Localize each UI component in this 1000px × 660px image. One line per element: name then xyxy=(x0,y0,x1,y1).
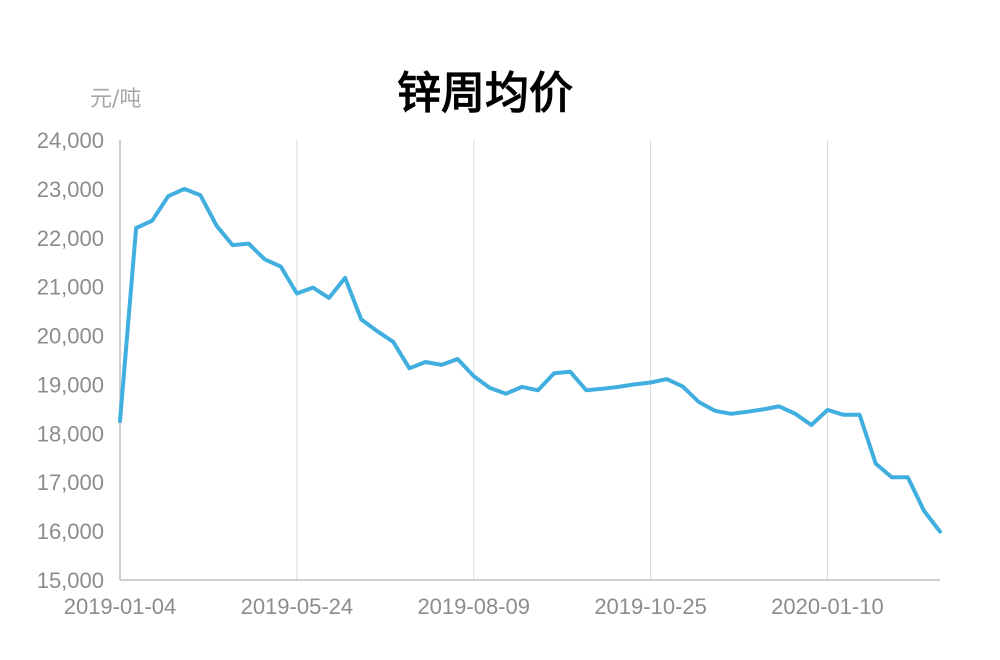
y-tick-label: 23,000 xyxy=(37,177,104,202)
y-tick-label: 18,000 xyxy=(37,421,104,446)
y-axis-unit-label: 元/吨 xyxy=(90,87,141,112)
chart-title: 锌周均价 xyxy=(397,68,573,119)
series-zinc-weekly-price xyxy=(118,186,942,534)
series-line xyxy=(118,186,942,534)
grid-lines xyxy=(296,140,828,580)
x-tick-labels: 2019-01-04 2019-05-24 2019-08-09 2019-10-25… xyxy=(64,594,884,619)
x-tick-label: 2019-08-09 xyxy=(417,594,530,619)
y-tick-label: 22,000 xyxy=(37,226,104,251)
x-tick-label: 2020-01-10 xyxy=(771,594,884,619)
y-tick-label: 20,000 xyxy=(37,324,104,349)
y-tick-label: 24,000 xyxy=(37,128,104,153)
x-tick-label: 2019-01-04 xyxy=(64,594,177,619)
y-tick-label: 15,000 xyxy=(37,568,104,593)
y-tick-label: 21,000 xyxy=(37,275,104,300)
x-tick-label: 2019-05-24 xyxy=(241,594,354,619)
y-tick-label: 17,000 xyxy=(37,470,104,495)
y-tick-label: 19,000 xyxy=(37,372,104,397)
x-tick-label: 2019-10-25 xyxy=(594,594,707,619)
y-tick-labels: 15,000 16,000 17,000 18,000 19,000 20,000 21,0… xyxy=(37,128,104,593)
y-tick-label: 16,000 xyxy=(37,519,104,544)
